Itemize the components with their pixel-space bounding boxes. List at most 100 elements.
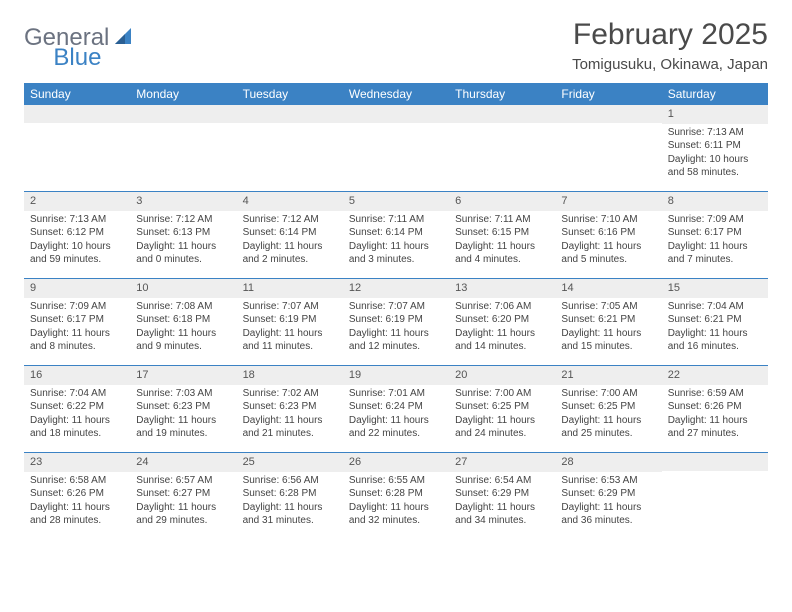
sunrise-text: Sunrise: 6:56 AM: [243, 474, 337, 488]
sunset-text: Sunset: 6:11 PM: [668, 139, 762, 153]
day-details: Sunrise: 7:05 AMSunset: 6:21 PMDaylight:…: [555, 298, 661, 358]
daylight-text: Daylight: 11 hours and 16 minutes.: [668, 327, 762, 354]
weekday-label: Sunday: [24, 83, 130, 105]
calendar-cell: 18Sunrise: 7:02 AMSunset: 6:23 PMDayligh…: [237, 366, 343, 452]
day-details: Sunrise: 7:03 AMSunset: 6:23 PMDaylight:…: [130, 385, 236, 445]
calendar-cell: 22Sunrise: 6:59 AMSunset: 6:26 PMDayligh…: [662, 366, 768, 452]
calendar-cell: 20Sunrise: 7:00 AMSunset: 6:25 PMDayligh…: [449, 366, 555, 452]
calendar-cell: 13Sunrise: 7:06 AMSunset: 6:20 PMDayligh…: [449, 279, 555, 365]
day-number: 19: [343, 366, 449, 385]
header: General Blue February 2025 Tomigusuku, O…: [24, 18, 768, 73]
day-number: [555, 105, 661, 123]
daylight-text: Daylight: 11 hours and 36 minutes.: [561, 501, 655, 528]
daylight-text: Daylight: 11 hours and 22 minutes.: [349, 414, 443, 441]
daylight-text: Daylight: 11 hours and 12 minutes.: [349, 327, 443, 354]
sunset-text: Sunset: 6:20 PM: [455, 313, 549, 327]
daylight-text: Daylight: 11 hours and 18 minutes.: [30, 414, 124, 441]
sunset-text: Sunset: 6:28 PM: [349, 487, 443, 501]
day-details: Sunrise: 7:11 AMSunset: 6:15 PMDaylight:…: [449, 211, 555, 271]
calendar-cell: 14Sunrise: 7:05 AMSunset: 6:21 PMDayligh…: [555, 279, 661, 365]
calendar-week: 1Sunrise: 7:13 AMSunset: 6:11 PMDaylight…: [24, 105, 768, 191]
sunset-text: Sunset: 6:15 PM: [455, 226, 549, 240]
daylight-text: Daylight: 11 hours and 2 minutes.: [243, 240, 337, 267]
day-details: Sunrise: 7:12 AMSunset: 6:13 PMDaylight:…: [130, 211, 236, 271]
location: Tomigusuku, Okinawa, Japan: [572, 56, 768, 73]
calendar-cell: 1Sunrise: 7:13 AMSunset: 6:11 PMDaylight…: [662, 105, 768, 191]
sunrise-text: Sunrise: 7:01 AM: [349, 387, 443, 401]
sunrise-text: Sunrise: 7:00 AM: [455, 387, 549, 401]
day-details: Sunrise: 7:00 AMSunset: 6:25 PMDaylight:…: [449, 385, 555, 445]
day-details: Sunrise: 7:09 AMSunset: 6:17 PMDaylight:…: [662, 211, 768, 271]
weekday-header: Sunday Monday Tuesday Wednesday Thursday…: [24, 83, 768, 105]
weekday-label: Friday: [555, 83, 661, 105]
sunrise-text: Sunrise: 6:58 AM: [30, 474, 124, 488]
calendar-cell: [662, 453, 768, 539]
daylight-text: Daylight: 10 hours and 59 minutes.: [30, 240, 124, 267]
page-title: February 2025: [572, 18, 768, 52]
day-number: 9: [24, 279, 130, 298]
sunset-text: Sunset: 6:23 PM: [243, 400, 337, 414]
day-number: 16: [24, 366, 130, 385]
day-number: 22: [662, 366, 768, 385]
daylight-text: Daylight: 11 hours and 7 minutes.: [668, 240, 762, 267]
day-number: 6: [449, 192, 555, 211]
calendar-cell: 17Sunrise: 7:03 AMSunset: 6:23 PMDayligh…: [130, 366, 236, 452]
sunset-text: Sunset: 6:14 PM: [243, 226, 337, 240]
day-number: 8: [662, 192, 768, 211]
sunset-text: Sunset: 6:27 PM: [136, 487, 230, 501]
calendar-cell: 21Sunrise: 7:00 AMSunset: 6:25 PMDayligh…: [555, 366, 661, 452]
day-number: [662, 453, 768, 471]
title-block: February 2025 Tomigusuku, Okinawa, Japan: [572, 18, 768, 73]
sunset-text: Sunset: 6:12 PM: [30, 226, 124, 240]
calendar-cell: 24Sunrise: 6:57 AMSunset: 6:27 PMDayligh…: [130, 453, 236, 539]
calendar-cell: [343, 105, 449, 191]
sunrise-text: Sunrise: 6:53 AM: [561, 474, 655, 488]
sunset-text: Sunset: 6:23 PM: [136, 400, 230, 414]
sunrise-text: Sunrise: 6:55 AM: [349, 474, 443, 488]
sunset-text: Sunset: 6:26 PM: [30, 487, 124, 501]
day-number: [343, 105, 449, 123]
day-number: 3: [130, 192, 236, 211]
day-details: Sunrise: 6:58 AMSunset: 6:26 PMDaylight:…: [24, 472, 130, 532]
day-details: Sunrise: 7:13 AMSunset: 6:12 PMDaylight:…: [24, 211, 130, 271]
calendar-cell: 16Sunrise: 7:04 AMSunset: 6:22 PMDayligh…: [24, 366, 130, 452]
day-details: Sunrise: 7:00 AMSunset: 6:25 PMDaylight:…: [555, 385, 661, 445]
day-details: Sunrise: 7:11 AMSunset: 6:14 PMDaylight:…: [343, 211, 449, 271]
day-number: [24, 105, 130, 123]
calendar-cell: 8Sunrise: 7:09 AMSunset: 6:17 PMDaylight…: [662, 192, 768, 278]
day-number: 23: [24, 453, 130, 472]
sunset-text: Sunset: 6:17 PM: [30, 313, 124, 327]
day-details: Sunrise: 7:07 AMSunset: 6:19 PMDaylight:…: [237, 298, 343, 358]
calendar-cell: 6Sunrise: 7:11 AMSunset: 6:15 PMDaylight…: [449, 192, 555, 278]
day-details: Sunrise: 6:53 AMSunset: 6:29 PMDaylight:…: [555, 472, 661, 532]
day-number: [237, 105, 343, 123]
daylight-text: Daylight: 11 hours and 19 minutes.: [136, 414, 230, 441]
calendar-cell: 4Sunrise: 7:12 AMSunset: 6:14 PMDaylight…: [237, 192, 343, 278]
day-details: Sunrise: 7:06 AMSunset: 6:20 PMDaylight:…: [449, 298, 555, 358]
calendar-cell: [555, 105, 661, 191]
day-number: 27: [449, 453, 555, 472]
day-details: Sunrise: 7:09 AMSunset: 6:17 PMDaylight:…: [24, 298, 130, 358]
day-number: 28: [555, 453, 661, 472]
day-details: Sunrise: 6:56 AMSunset: 6:28 PMDaylight:…: [237, 472, 343, 532]
daylight-text: Daylight: 11 hours and 29 minutes.: [136, 501, 230, 528]
sunset-text: Sunset: 6:13 PM: [136, 226, 230, 240]
daylight-text: Daylight: 11 hours and 32 minutes.: [349, 501, 443, 528]
sunrise-text: Sunrise: 6:57 AM: [136, 474, 230, 488]
day-number: 2: [24, 192, 130, 211]
calendar-cell: 19Sunrise: 7:01 AMSunset: 6:24 PMDayligh…: [343, 366, 449, 452]
calendar-cell: 5Sunrise: 7:11 AMSunset: 6:14 PMDaylight…: [343, 192, 449, 278]
sunrise-text: Sunrise: 7:08 AM: [136, 300, 230, 314]
day-number: 26: [343, 453, 449, 472]
sunrise-text: Sunrise: 7:11 AM: [349, 213, 443, 227]
sunset-text: Sunset: 6:29 PM: [561, 487, 655, 501]
calendar-cell: 15Sunrise: 7:04 AMSunset: 6:21 PMDayligh…: [662, 279, 768, 365]
sunset-text: Sunset: 6:25 PM: [455, 400, 549, 414]
calendar-body: 1Sunrise: 7:13 AMSunset: 6:11 PMDaylight…: [24, 105, 768, 539]
calendar-cell: [24, 105, 130, 191]
daylight-text: Daylight: 11 hours and 9 minutes.: [136, 327, 230, 354]
day-details: Sunrise: 7:12 AMSunset: 6:14 PMDaylight:…: [237, 211, 343, 271]
sunrise-text: Sunrise: 7:00 AM: [561, 387, 655, 401]
day-number: 17: [130, 366, 236, 385]
sunrise-text: Sunrise: 7:09 AM: [30, 300, 124, 314]
